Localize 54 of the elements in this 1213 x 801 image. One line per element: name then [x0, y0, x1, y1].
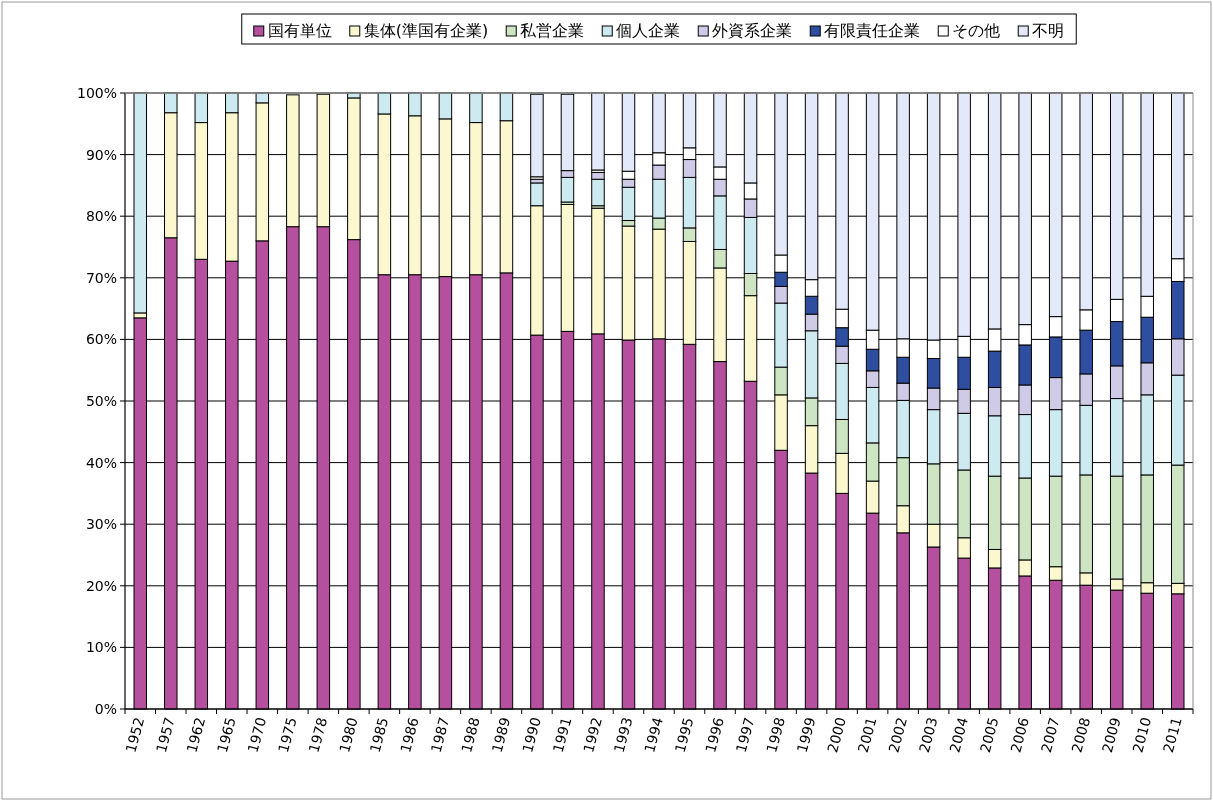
legend-label: 集体(準国有企業) — [363, 21, 489, 40]
x-tick-label: 2008 — [1068, 715, 1094, 755]
y-tick-label: 70% — [85, 269, 117, 286]
x-tick-label: 1987 — [427, 715, 453, 755]
y-tick-label: 60% — [85, 331, 117, 348]
x-tick-label: 1998 — [763, 715, 788, 755]
legend-label: 個人企業 — [616, 21, 681, 40]
y-tick-label: 100% — [76, 85, 117, 101]
x-tick-label: 1952 — [122, 715, 148, 755]
x-tick-label: 2009 — [1098, 715, 1124, 755]
x-tick-label: 1989 — [488, 715, 514, 755]
y-tick-label: 40% — [85, 454, 117, 471]
x-tick-label: 1990 — [519, 715, 544, 755]
x-tick-label: 1980 — [336, 715, 361, 755]
y-tick-label: 0% — [94, 701, 117, 717]
x-tick-label: 2003 — [915, 715, 941, 755]
legend-label: 私営企業 — [520, 21, 585, 40]
x-tick-label: 1986 — [397, 715, 422, 755]
y-tick-label: 90% — [85, 146, 117, 163]
x-tick-label: 1975 — [275, 715, 300, 755]
legend-label: 外資系企業 — [712, 21, 793, 40]
x-tick-label: 1978 — [305, 715, 331, 755]
legend-label: その他 — [952, 21, 1001, 40]
y-tick-label: 10% — [85, 639, 117, 656]
x-tick-label: 2005 — [976, 715, 1002, 755]
y-tick-label: 50% — [85, 393, 117, 409]
x-tick-label: 1962 — [183, 715, 209, 755]
legend-label: 有限責任企業 — [824, 21, 921, 40]
x-tick-label: 1999 — [793, 715, 819, 755]
x-tick-label: 1993 — [610, 715, 636, 755]
x-tick-label: 2006 — [1007, 715, 1033, 755]
legend-label: 不明 — [1032, 21, 1065, 40]
x-tick-label: 1988 — [458, 715, 483, 755]
x-tick-label: 1997 — [732, 715, 758, 755]
x-tick-label: 2004 — [946, 715, 972, 755]
legend-label: 国有単位 — [267, 21, 332, 40]
x-tick-label: 1992 — [580, 715, 605, 755]
x-tick-label: 2011 — [1159, 715, 1185, 755]
x-tick-label: 1965 — [214, 715, 239, 755]
y-tick-label: 80% — [85, 208, 117, 225]
x-tick-label: 2010 — [1129, 715, 1155, 755]
x-tick-label: 2000 — [824, 715, 849, 755]
y-tick-label: 30% — [85, 516, 117, 533]
x-tick-label: 2002 — [885, 715, 911, 755]
x-tick-label: 1970 — [244, 715, 270, 755]
y-tick-label: 20% — [85, 577, 117, 594]
x-tick-label: 1991 — [549, 715, 575, 755]
x-tick-label: 1985 — [366, 715, 392, 755]
x-tick-label: 1996 — [702, 715, 727, 755]
x-tick-label: 1957 — [152, 715, 178, 755]
x-tick-label: 2001 — [854, 715, 880, 755]
x-tick-label: 1995 — [671, 715, 697, 755]
x-tick-label: 1994 — [641, 715, 666, 755]
x-tick-label: 2007 — [1037, 715, 1063, 755]
